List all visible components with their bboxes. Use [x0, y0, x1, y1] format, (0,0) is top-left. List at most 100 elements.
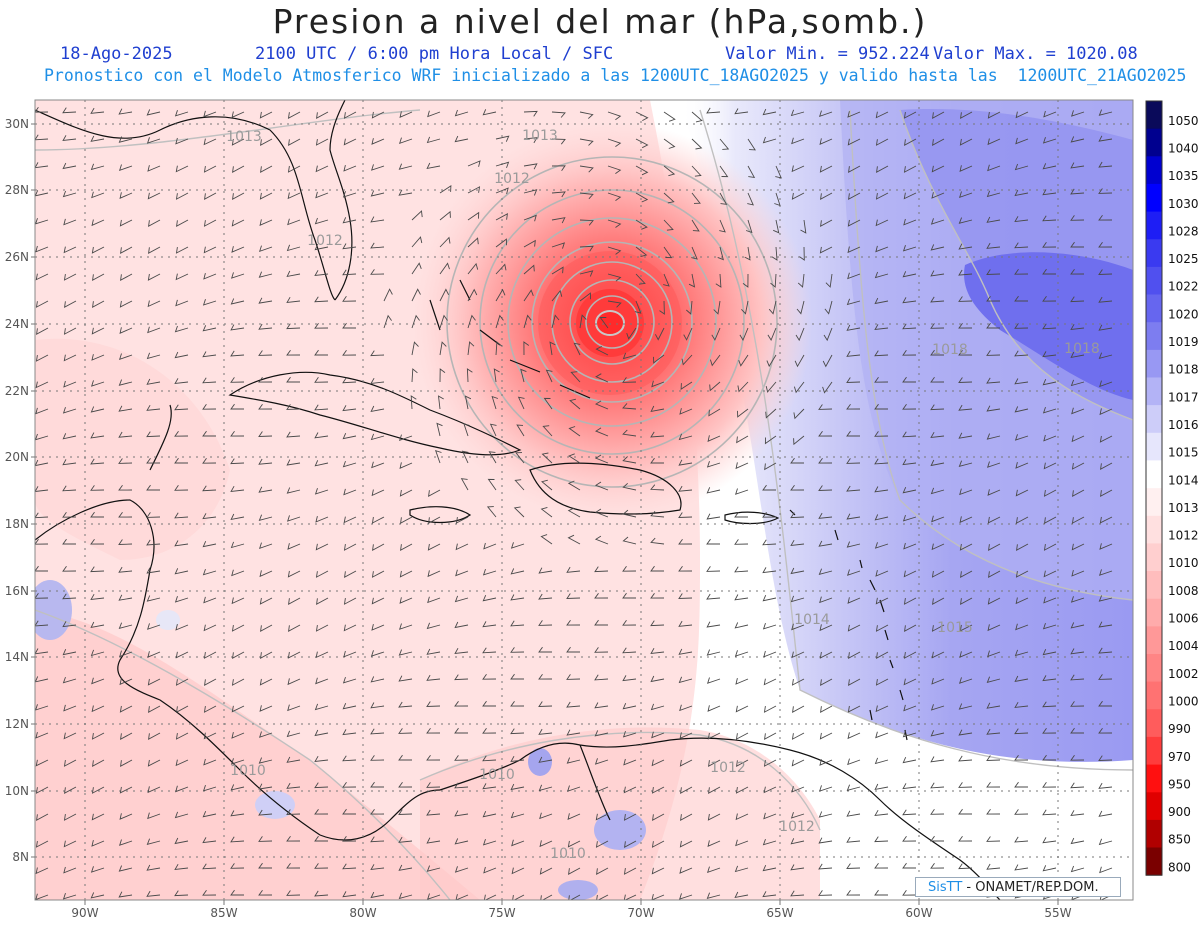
lat-label: 28N [5, 183, 29, 197]
colorbar-swatch [1146, 101, 1162, 130]
isobar-label: 1012 [710, 760, 746, 776]
colorbar-swatch [1146, 128, 1162, 157]
colorbar-swatch [1146, 322, 1162, 351]
colorbar-swatch [1146, 819, 1162, 848]
colorbar-swatch [1146, 349, 1162, 378]
isobar-label: 1015 [937, 620, 973, 636]
colorbar-label: 970 [1168, 750, 1191, 764]
colorbar-label: 1017 [1168, 390, 1199, 404]
lat-label: 24N [5, 317, 29, 331]
model-description: Pronostico con el Modelo Atmosferico WRF… [44, 66, 1187, 85]
colorbar-swatch [1146, 460, 1162, 489]
colorbar-label: 1040 [1168, 142, 1199, 156]
colorbar-swatch [1146, 183, 1162, 212]
wind-barbs [35, 107, 1113, 900]
colorbar: 1050 1040 1035 1030 1028 1025 1022 1020 1019 1018… [1145, 100, 1199, 876]
colorbar-swatch [1146, 792, 1162, 821]
credit-text: - ONAMET/REP.DOM. [962, 880, 1099, 895]
map-title: Presion a nivel del mar (hPa,somb.) [272, 2, 928, 41]
isobar-label: 1013 [226, 129, 262, 145]
colorbar-label: 1014 [1168, 473, 1199, 487]
isobar-label: 1014 [794, 612, 830, 628]
colorbar-label: 850 [1168, 833, 1191, 847]
lat-label: 30N [5, 117, 29, 131]
colorbar-swatch [1146, 736, 1162, 765]
isobar-label: 1018 [1064, 341, 1100, 357]
colorbar-label: 1020 [1168, 307, 1199, 321]
lat-label: 14N [5, 650, 29, 664]
lon-label: 80W [349, 906, 376, 920]
colorbar-label: 900 [1168, 805, 1191, 819]
lon-label: 55W [1044, 906, 1071, 920]
isobar-label: 1012 [307, 233, 343, 249]
forecast-date: 18-Ago-2025 [60, 44, 173, 64]
colorbar-label: 1012 [1168, 529, 1199, 543]
colorbar-swatch [1146, 543, 1162, 572]
lon-label: 60W [905, 906, 932, 920]
colorbar-swatch [1146, 432, 1162, 461]
map-field: 1013 1013 1012 1012 1018 1018 1014 1015 1010 1010… [35, 100, 1133, 900]
colorbar-swatch [1146, 488, 1162, 517]
colorbar-label: 1016 [1168, 418, 1199, 432]
lat-label: 26N [5, 250, 29, 264]
colorbar-label: 1028 [1168, 224, 1199, 238]
colorbar-swatch [1146, 598, 1162, 627]
colorbar-label: 1006 [1168, 612, 1199, 626]
colorbar-swatch [1146, 239, 1162, 268]
colorbar-label: 1018 [1168, 363, 1199, 377]
lon-label: 65W [766, 906, 793, 920]
colorbar-label: 1022 [1168, 280, 1199, 294]
colorbar-label: 1030 [1168, 197, 1199, 211]
valid-time: 2100 UTC / 6:00 pm Hora Local / SFC [255, 44, 614, 64]
lon-label: 70W [627, 906, 654, 920]
lat-label: 16N [5, 584, 29, 598]
colorbar-label: 1004 [1168, 639, 1199, 653]
colorbar-label: 1025 [1168, 252, 1199, 266]
sis-logo: SisTT [928, 880, 963, 895]
colorbar-label: 1019 [1168, 335, 1199, 349]
colorbar-swatch [1146, 294, 1162, 323]
lat-label: 20N [5, 450, 29, 464]
isobar-label: 1010 [550, 846, 586, 862]
lon-label: 90W [71, 906, 98, 920]
colorbar-label: 950 [1168, 777, 1191, 791]
isobar-label: 1010 [230, 763, 266, 779]
colorbar-swatch [1146, 377, 1162, 406]
colorbar-swatch [1146, 156, 1162, 185]
colorbar-label: 800 [1168, 860, 1191, 874]
min-value: Valor Min. = 952.224 [725, 44, 930, 64]
colorbar-label: 1050 [1168, 114, 1199, 128]
credit-box: SisTT - ONAMET/REP.DOM. [915, 877, 1121, 897]
colorbar-swatch [1146, 266, 1162, 295]
colorbar-swatch [1146, 654, 1162, 683]
colorbar-label: 990 [1168, 722, 1191, 736]
colorbar-label: 1008 [1168, 584, 1199, 598]
colorbar-swatch [1146, 709, 1162, 738]
colorbar-swatch [1146, 571, 1162, 600]
colorbar-swatch [1146, 405, 1162, 434]
colorbar-label: 1035 [1168, 169, 1199, 183]
colorbar-swatch [1146, 681, 1162, 710]
colorbar-label: 1000 [1168, 695, 1199, 709]
isobar-label: 1010 [479, 767, 515, 783]
lat-label: 18N [5, 517, 29, 531]
lat-label: 8N [12, 850, 29, 864]
colorbar-swatch [1146, 626, 1162, 655]
isobar-label: 1013 [522, 128, 558, 144]
lon-label: 85W [210, 906, 237, 920]
lat-label: 22N [5, 384, 29, 398]
colorbar-swatch [1146, 847, 1162, 876]
colorbar-label: 1013 [1168, 501, 1199, 515]
colorbar-swatch [1146, 211, 1162, 240]
isobar-label: 1012 [779, 819, 815, 835]
colorbar-label: 1002 [1168, 667, 1199, 681]
isobar-label: 1012 [494, 171, 530, 187]
isobar-label: 1018 [932, 342, 968, 358]
lat-label: 10N [5, 784, 29, 798]
colorbar-swatch [1146, 764, 1162, 793]
lon-label: 75W [488, 906, 515, 920]
max-value: Valor Max. = 1020.08 [933, 44, 1138, 64]
colorbar-swatch [1146, 515, 1162, 544]
colorbar-label: 1010 [1168, 556, 1199, 570]
